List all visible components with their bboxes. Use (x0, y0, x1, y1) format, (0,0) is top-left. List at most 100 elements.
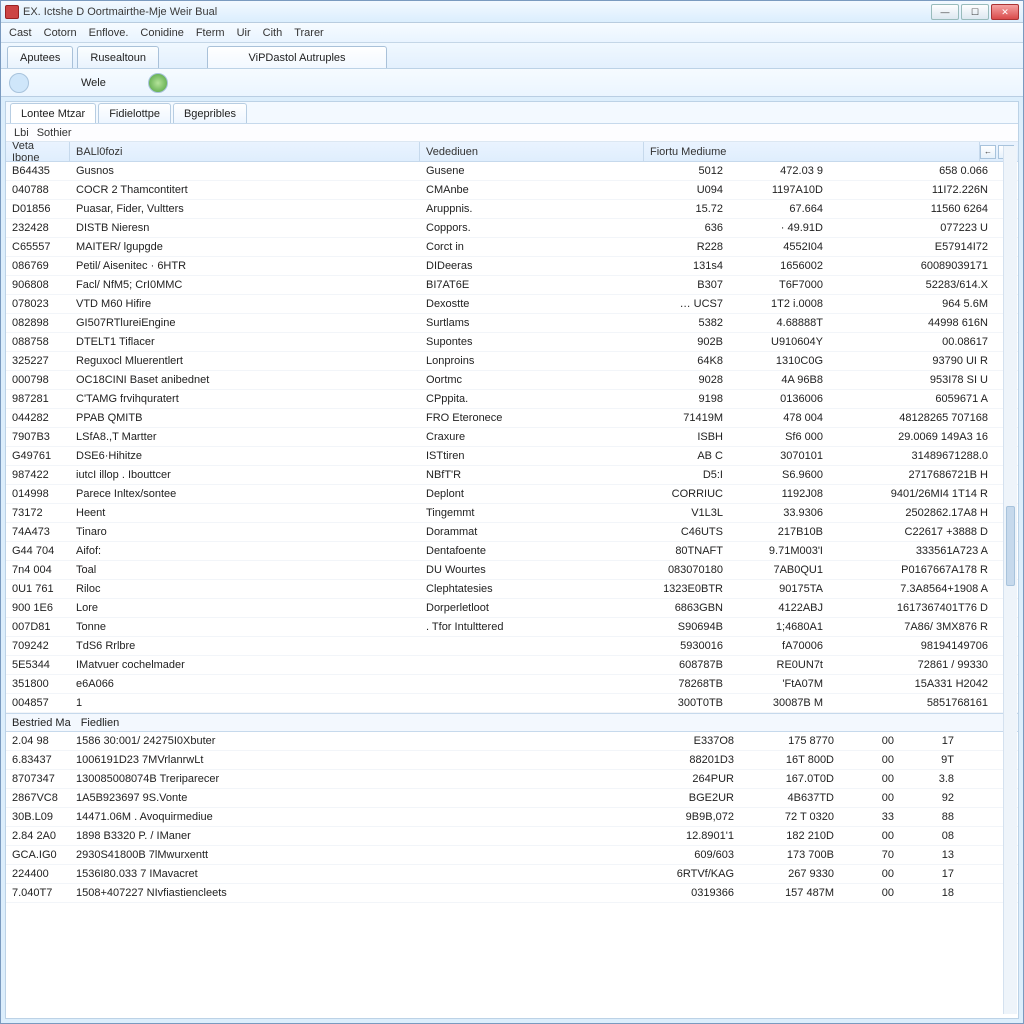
tab-rusealtoun[interactable]: Rusealtoun (77, 46, 159, 68)
minimize-button[interactable]: — (931, 4, 959, 20)
cell-d: 157 487M (740, 887, 840, 899)
table-row[interactable]: 906808Facl/ NfM5; CrI0MMCBI7AT6EB307T6F7… (6, 276, 1018, 295)
menu-item[interactable]: Cast (5, 26, 36, 40)
cell-n3: 953I78 SI U (829, 374, 994, 386)
cell-n1: 6863GBN (644, 602, 729, 614)
cell-ved: Tingemmt (420, 507, 644, 519)
col-name[interactable]: BALl0fozi (70, 142, 420, 161)
section-col-b[interactable]: Fiedlien (81, 717, 120, 729)
cell-e: 00 (840, 754, 900, 766)
cell-n1: B307 (644, 279, 729, 291)
table-row[interactable]: 900 1E6LoreDorperletloot6863GBN4122ABJ16… (6, 599, 1018, 618)
cell-d: 182 210D (740, 830, 840, 842)
table-row[interactable]: 014998Parece Inltex/sonteeDeplontCORRIUC… (6, 485, 1018, 504)
table-row[interactable]: 325227Reguxocl MluerentlertLonproins64K8… (6, 352, 1018, 371)
table-row[interactable]: 044282PPAB QMITBFRO Eteronece71419M478 0… (6, 409, 1018, 428)
table-row[interactable]: 7n4 004ToalDU Wourtes0830701807AB0QU1P01… (6, 561, 1018, 580)
cell-code: 044282 (6, 412, 70, 424)
cell-n2: 472.03 9 (729, 165, 829, 177)
toolbar: Wele (1, 69, 1023, 97)
cell-d: 267 9330 (740, 868, 840, 880)
table-row[interactable]: 30B.L0914471.06M . Avoquirmediue9B9B,072… (6, 808, 1018, 827)
scrollbar-thumb[interactable] (1006, 506, 1015, 586)
table-row[interactable]: 74A473TinaroDorammatC46UTS217B10BC22617 … (6, 523, 1018, 542)
menu-item[interactable]: Enflove. (85, 26, 133, 40)
subbar-item[interactable]: Lbi (14, 127, 29, 139)
table-row[interactable]: 987422iutcI illop . IbouttcerNBfT'RD5:IS… (6, 466, 1018, 485)
menu-item[interactable]: Trarer (290, 26, 328, 40)
table-row[interactable]: 5E5344IMatvuer cochelmader608787BRE0UN7t… (6, 656, 1018, 675)
table-row[interactable]: G49761DSE6·HihitzeISTtirenAB C3070101314… (6, 447, 1018, 466)
table-row[interactable]: B64435GusnosGusene5012472.03 9658 0.066 (6, 162, 1018, 181)
table-row[interactable]: 000798OC18CINI Baset anibednetOortmc9028… (6, 371, 1018, 390)
content-panel: Lontee Mtzar Fidielottpe Bgepribles Lbi … (5, 101, 1019, 1019)
table-row[interactable]: 232428DISTB NieresnCoppors.636· 49.91D07… (6, 219, 1018, 238)
header-prev-button[interactable]: ← (980, 145, 996, 159)
cell-code: 325227 (6, 355, 70, 367)
maximize-button[interactable]: ☐ (961, 4, 989, 20)
table-row[interactable]: 987281C'TAMG frvihquratertCPppita.919801… (6, 390, 1018, 409)
tab-vipdastol[interactable]: ViPDastol Autruples (207, 46, 387, 68)
cell-ved: Supontes (420, 336, 644, 348)
table-row[interactable]: 040788COCR 2 ThamcontitertCMAnbeU0941197… (6, 181, 1018, 200)
subbar-item[interactable]: Sothier (37, 127, 72, 139)
table-row[interactable]: 082898GI507RTlureiEngineSurtlams53824.68… (6, 314, 1018, 333)
table-row[interactable]: 7907B3LSfA8.,T MartterCraxureISBHSf6 000… (6, 428, 1018, 447)
table-row[interactable]: 007D81Tonne. Tfor IntultteredS90694B1;46… (6, 618, 1018, 637)
table-row[interactable]: 351800e6A06678268TB'FtA07M15A331 H2042 (6, 675, 1018, 694)
cell-a: 224400 (6, 868, 70, 880)
tab-fidielottpe[interactable]: Fidielottpe (98, 103, 171, 123)
table-row[interactable]: 2.84 2A01898 B3320 P. / IManer12.8901'11… (6, 827, 1018, 846)
cell-e: 00 (840, 792, 900, 804)
section-col-a[interactable]: Bestried Ma (12, 717, 71, 729)
tab-aputees[interactable]: Aputees (7, 46, 73, 68)
table-row[interactable]: GCA.IG02930S41800B 7lMwurxentt609/603173… (6, 846, 1018, 865)
table-row[interactable]: 086769Petil/ Aisenitec · 6HTRDIDeeras131… (6, 257, 1018, 276)
cell-n2: S6.9600 (729, 469, 829, 481)
menu-item[interactable]: Fterm (192, 26, 229, 40)
menu-item[interactable]: Conidine (136, 26, 187, 40)
table-row[interactable]: 7.040T71508+407227 NIvfiastiencleets0319… (6, 884, 1018, 903)
cell-name: Reguxocl Mluerentlert (70, 355, 420, 367)
col-code[interactable]: Veta Ibone (6, 142, 70, 161)
cell-name: Lore (70, 602, 420, 614)
cell-n2: 3070101 (729, 450, 829, 462)
cell-f: 3.8 (900, 773, 960, 785)
table-row[interactable]: 73172HeentTingemmtV1L3L33.93062502862.17… (6, 504, 1018, 523)
globe-icon[interactable] (9, 73, 29, 93)
tab-lontee[interactable]: Lontee Mtzar (10, 103, 96, 123)
cell-ved: CPppita. (420, 393, 644, 405)
col-fiortu[interactable]: Fiortu Mediume (644, 142, 980, 161)
table-row[interactable]: 6.834371006191D23 7MVrlanrwLt88201D316T … (6, 751, 1018, 770)
menu-item[interactable]: Cith (259, 26, 287, 40)
cell-ved: . Tfor Intulttered (420, 621, 644, 633)
tab-bgepribles[interactable]: Bgepribles (173, 103, 247, 123)
menu-item[interactable]: Cotorn (40, 26, 81, 40)
cell-n3: 1617367401T76 D (829, 602, 994, 614)
table-row[interactable]: 8707347130085008074B Treriparecer264PUR1… (6, 770, 1018, 789)
cell-code: 0U1 761 (6, 583, 70, 595)
table-row[interactable]: G44 704Aifof:Dentafoente80TNAFT9.71M003'… (6, 542, 1018, 561)
cell-b: 14471.06M . Avoquirmediue (70, 811, 650, 823)
table-row[interactable]: 709242TdS6 Rrlbre5930016fA70006981941497… (6, 637, 1018, 656)
table-row[interactable]: 0048571300T0TB30087B M5851768161 (6, 694, 1018, 713)
refresh-icon[interactable] (148, 73, 168, 93)
table-row[interactable]: 2244001536I80.033 7 IMavacret6RTVf/KAG26… (6, 865, 1018, 884)
table-row[interactable]: C65557MAITER/ lgupgdeCorct inR2284552I04… (6, 238, 1018, 257)
view-tabs: Lontee Mtzar Fidielottpe Bgepribles (6, 102, 1018, 124)
table-row[interactable]: 2.04 981586 30:001/ 24275I0XbuterE337O81… (6, 732, 1018, 751)
col-ved[interactable]: Vedediuen (420, 142, 644, 161)
table-row[interactable]: 2867VC81A5B923697 9S.VonteBGE2UR4B637TD0… (6, 789, 1018, 808)
table-row[interactable]: 088758DTELT1 TiflacerSupontes902BU910604… (6, 333, 1018, 352)
main-table-header: Veta Ibone BALl0fozi Vedediuen Fiortu Me… (6, 142, 1018, 162)
vertical-scrollbar[interactable] (1003, 146, 1017, 1014)
close-button[interactable]: ✕ (991, 4, 1019, 20)
cell-e: 00 (840, 830, 900, 842)
cell-n1: AB C (644, 450, 729, 462)
cell-code: D01856 (6, 203, 70, 215)
table-row[interactable]: D01856Puasar, Fider, VulttersAruppnis.15… (6, 200, 1018, 219)
table-row[interactable]: 0U1 761RilocClephtatesies1323E0BTR90175T… (6, 580, 1018, 599)
menu-item[interactable]: Uir (233, 26, 255, 40)
table-row[interactable]: 078023VTD M60 HifireDexostte… UCS71T2 i.… (6, 295, 1018, 314)
cell-code: B64435 (6, 165, 70, 177)
